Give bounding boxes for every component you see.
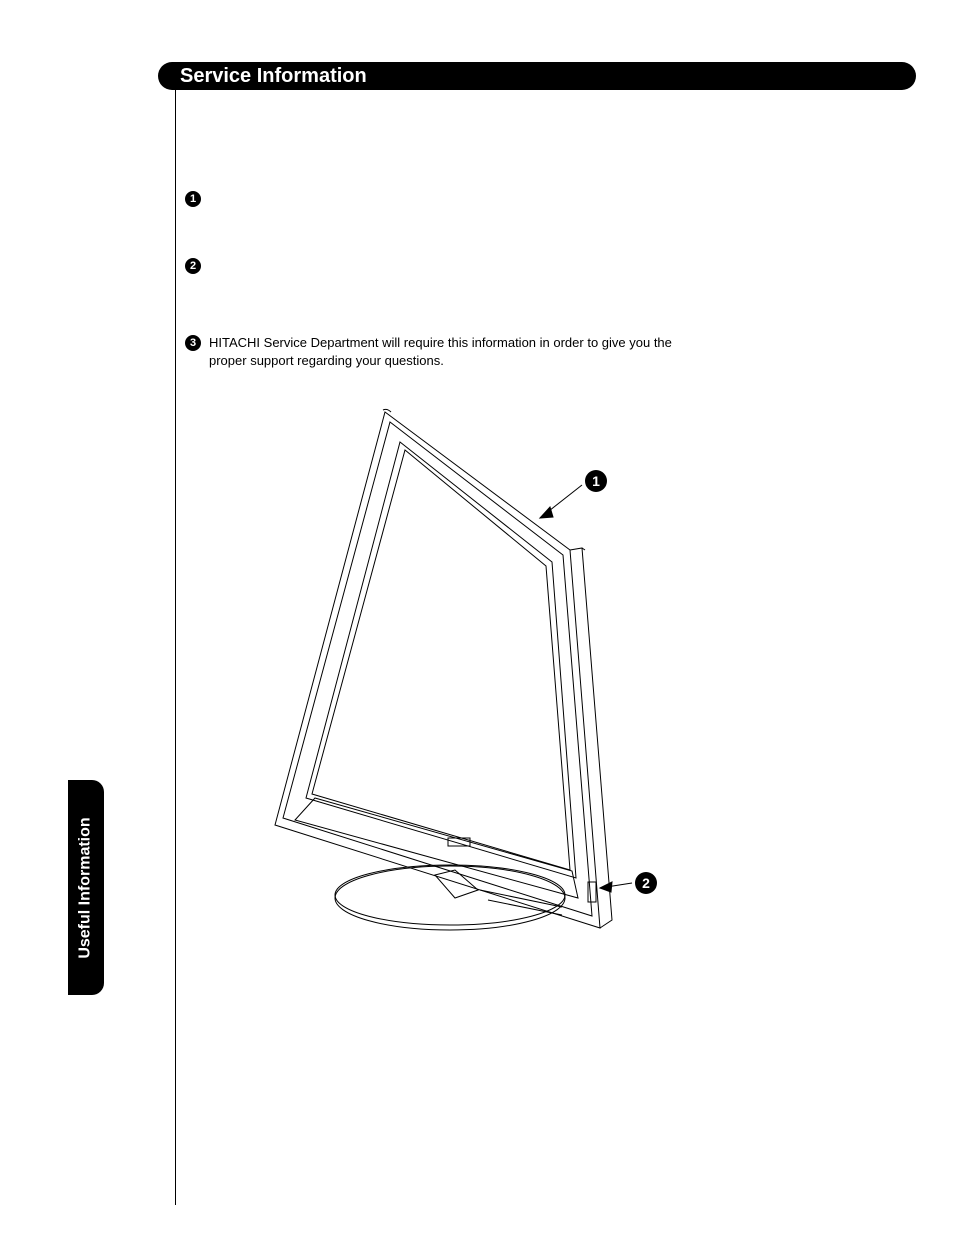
- item-text-3: HITACHI Service Department will require …: [209, 334, 705, 370]
- monitor-illustration: [190, 400, 750, 960]
- diagram-callout-2: 2: [635, 872, 657, 894]
- numbered-item-2: 2: [185, 257, 705, 274]
- numbered-item-3: 3 HITACHI Service Department will requir…: [185, 334, 705, 370]
- diagram-callout-1: 1: [585, 470, 607, 492]
- numbered-item-1: 1: [185, 190, 705, 207]
- side-tab-label: Useful Information: [77, 817, 95, 958]
- content-area: 1 2 3 HITACHI Service Department will re…: [185, 190, 705, 390]
- side-tab: Useful Information: [68, 780, 104, 995]
- item-number-2: 2: [185, 258, 201, 274]
- header-bar: Service Information: [158, 62, 916, 90]
- item-number-3: 3: [185, 335, 201, 351]
- monitor-diagram: 1 2: [190, 400, 750, 960]
- item-number-1: 1: [185, 191, 201, 207]
- vertical-divider: [175, 90, 176, 1205]
- page-title: Service Information: [180, 65, 367, 88]
